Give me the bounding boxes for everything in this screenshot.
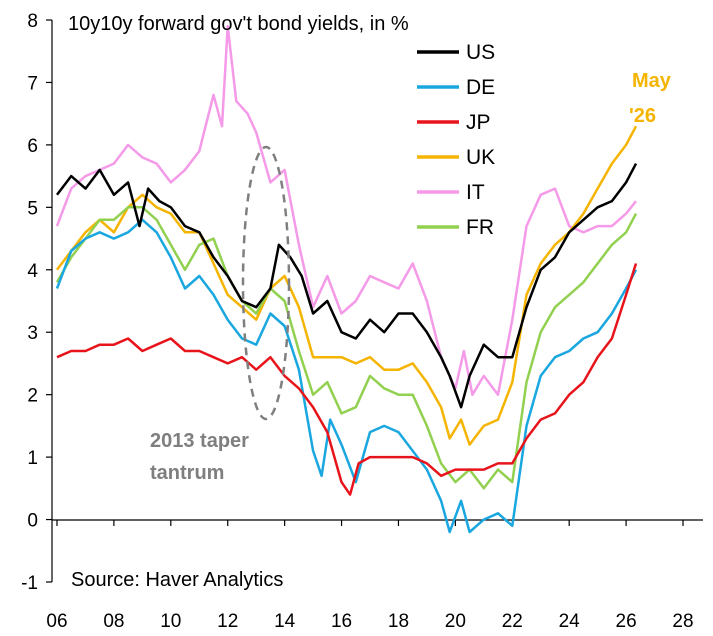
legend-label-uk: UK [466, 146, 495, 169]
y-tick-label: 5 [27, 198, 38, 219]
x-tick-label: 22 [502, 611, 523, 632]
x-tick-label: 12 [217, 611, 238, 632]
source-note: Source: Haver Analytics [71, 569, 283, 591]
y-tick-label: 0 [27, 511, 38, 532]
legend-label-fr: FR [466, 216, 494, 239]
y-tick-label: 8 [27, 11, 38, 32]
x-tick-label: 20 [445, 611, 466, 632]
y-tick-label: 6 [27, 136, 38, 157]
legend-label-jp: JP [466, 111, 491, 134]
x-tick-label: 10 [160, 611, 181, 632]
x-tick-label: 06 [46, 611, 67, 632]
y-tick-label: 4 [27, 261, 38, 282]
series-line-it [55, 24, 637, 396]
x-tick-label: 16 [331, 611, 352, 632]
series-line-de [55, 218, 638, 534]
y-tick-label: 3 [27, 323, 38, 344]
axes [51, 20, 703, 582]
legend: US DE JP UK IT FR [417, 41, 495, 239]
taper-tantrum-ellipse [241, 145, 291, 421]
x-tick-label: 08 [103, 611, 124, 632]
chart-title: 10y10y forward gov't bond yields, in % [68, 13, 409, 35]
end-label-line2: '26 [629, 105, 656, 127]
taper-annotation-line1: 2013 taper [150, 430, 249, 452]
series-line-jp [56, 263, 638, 496]
x-tick-group: 06 08 10 12 14 16 18 20 22 24 26 28 [46, 520, 694, 632]
series-line-uk [56, 125, 638, 446]
legend-label-it: IT [466, 181, 485, 204]
x-tick-label: 18 [388, 611, 409, 632]
series-line-fr [55, 206, 638, 490]
taper-annotation-line2: tantrum [150, 462, 224, 484]
x-tick-label: 26 [616, 611, 637, 632]
series-line-us [56, 163, 638, 409]
x-tick-label: 28 [672, 611, 693, 632]
x-tick-label: 14 [274, 611, 296, 632]
y-tick-label: 2 [27, 386, 38, 407]
y-tick-label: 1 [27, 448, 38, 469]
x-tick-label: 24 [559, 611, 581, 632]
legend-label-de: DE [466, 76, 495, 99]
series-layer [55, 24, 638, 534]
y-tick-label: -1 [21, 573, 38, 594]
legend-label-us: US [466, 41, 495, 64]
end-label-line1: May [632, 70, 672, 92]
y-tick-group: -1 0 1 2 3 4 5 6 7 8 [21, 11, 52, 594]
y-tick-label: 7 [27, 73, 38, 94]
